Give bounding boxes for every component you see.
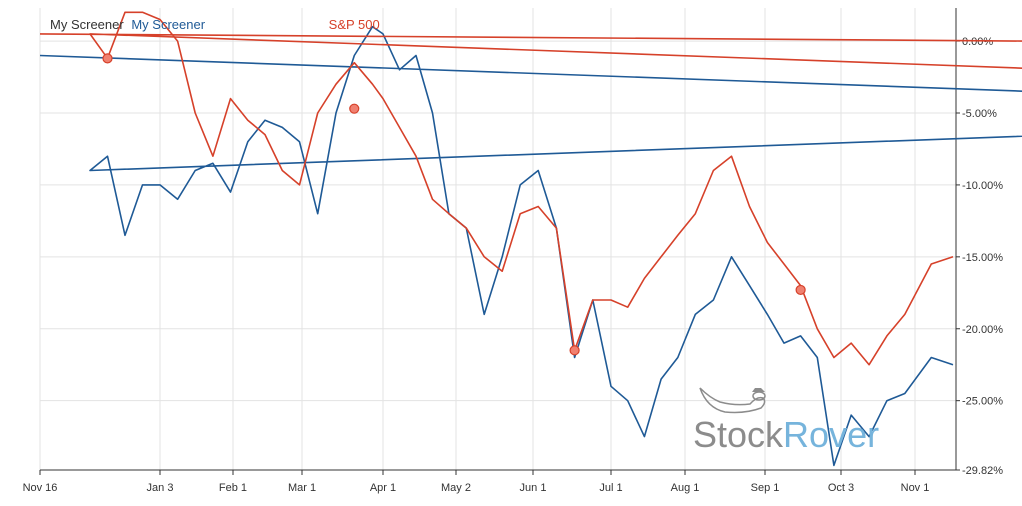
series-line-my-screener [39, 25, 1022, 467]
x-tick-label: Jul 1 [599, 482, 622, 494]
x-tick-label: Apr 1 [370, 482, 396, 494]
y-tick-label: -29.82% [962, 465, 1003, 477]
watermark-rover-text: Rover [783, 414, 880, 455]
y-tick-label: -20.00% [962, 324, 1003, 336]
x-tick-label: Sep 1 [751, 482, 780, 494]
series-line-sp500 [39, 11, 1022, 366]
y-tick-label: 0.00% [962, 36, 993, 48]
stockrover-watermark: StockRover [693, 378, 903, 455]
x-tick-label: Jan 3 [147, 482, 174, 494]
x-tick-label: Nov 16 [23, 482, 58, 494]
y-tick-label: -25.00% [962, 396, 1003, 408]
x-tick-label: May 2 [441, 482, 471, 494]
x-tick-label: Nov 1 [901, 482, 930, 494]
legend-series-my-screener[interactable]: My Screener [131, 17, 206, 32]
y-tick-label: -5.00% [962, 108, 997, 120]
event-marker [569, 345, 580, 356]
dog-logo-icon [699, 387, 766, 414]
event-marker [102, 53, 113, 64]
x-tick-label: Jun 1 [520, 482, 547, 494]
x-tick-label: Oct 3 [828, 482, 854, 494]
x-tick-label: Mar 1 [288, 482, 316, 494]
legend-title: My Screener [50, 17, 124, 32]
y-tick-label: -10.00% [962, 180, 1003, 192]
event-marker [795, 284, 806, 296]
x-tick-label: Feb 1 [219, 482, 247, 494]
x-tick-label: Aug 1 [671, 482, 700, 494]
chart-legend: My Screener My Screener S&P 500 [50, 17, 384, 32]
watermark-stock-text: Stock [693, 414, 784, 455]
event-marker [349, 103, 360, 114]
legend-series-sp500[interactable]: S&P 500 [328, 17, 380, 32]
y-tick-label: -15.00% [962, 252, 1003, 264]
